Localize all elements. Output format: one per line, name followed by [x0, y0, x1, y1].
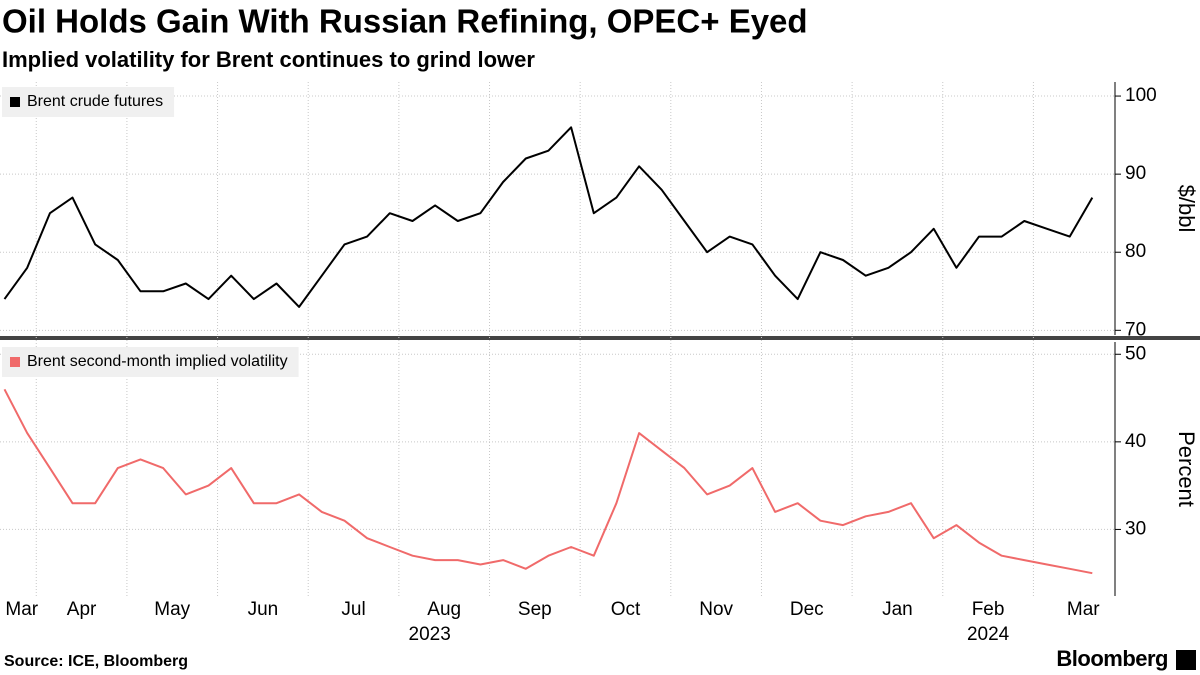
legend-box — [2, 347, 299, 377]
x-tick-label: Aug — [427, 599, 461, 620]
legend: Brent second-month implied volatility — [2, 347, 299, 377]
x-tick-label: Jun — [248, 599, 279, 620]
series-line — [3, 126, 1094, 308]
x-tick-label: Nov — [699, 599, 733, 620]
panel-divider — [0, 336, 1200, 340]
x-tick-label: Feb — [972, 599, 1005, 620]
legend-swatch — [10, 357, 20, 367]
y-axis-title: Percent — [1174, 431, 1199, 507]
x-tick-label: Dec — [790, 599, 824, 620]
x-tick-label: Mar — [1067, 599, 1100, 620]
legend: Brent crude futures — [2, 87, 175, 117]
x-tick-label: Apr — [67, 599, 97, 620]
x-tick-label: Jul — [341, 599, 365, 620]
source: Source: ICE, Bloomberg — [4, 653, 188, 670]
y-tick-label: 80 — [1125, 241, 1146, 262]
y-tick-label: 50 — [1125, 343, 1146, 364]
legend-label: Brent second-month implied volatility — [27, 353, 288, 370]
year-label: 2024 — [967, 624, 1010, 645]
x-tick-label: Mar — [5, 599, 38, 620]
legend-swatch — [10, 97, 20, 107]
chart-title: Oil Holds Gain With Russian Refining, OP… — [2, 3, 808, 40]
series-line — [3, 388, 1093, 575]
x-tick-label: Jan — [882, 599, 913, 620]
x-tick-label: Sep — [518, 599, 552, 620]
brand-icon — [1176, 650, 1196, 670]
x-tick-label: May — [154, 599, 190, 620]
legend-box — [2, 87, 175, 117]
brand: Bloomberg — [1056, 646, 1168, 671]
y-tick-label: 70 — [1125, 319, 1146, 340]
year-label: 2023 — [409, 624, 451, 645]
chart-subtitle: Implied volatility for Brent continues t… — [2, 47, 535, 72]
y-tick-label: 90 — [1125, 163, 1146, 184]
y-tick-label: 100 — [1125, 85, 1157, 106]
y-tick-label: 30 — [1125, 518, 1146, 539]
x-tick-label: Oct — [611, 599, 641, 620]
legend-label: Brent crude futures — [27, 93, 163, 110]
y-axis-title: $/bbl — [1174, 185, 1199, 233]
y-tick-label: 40 — [1125, 431, 1146, 452]
